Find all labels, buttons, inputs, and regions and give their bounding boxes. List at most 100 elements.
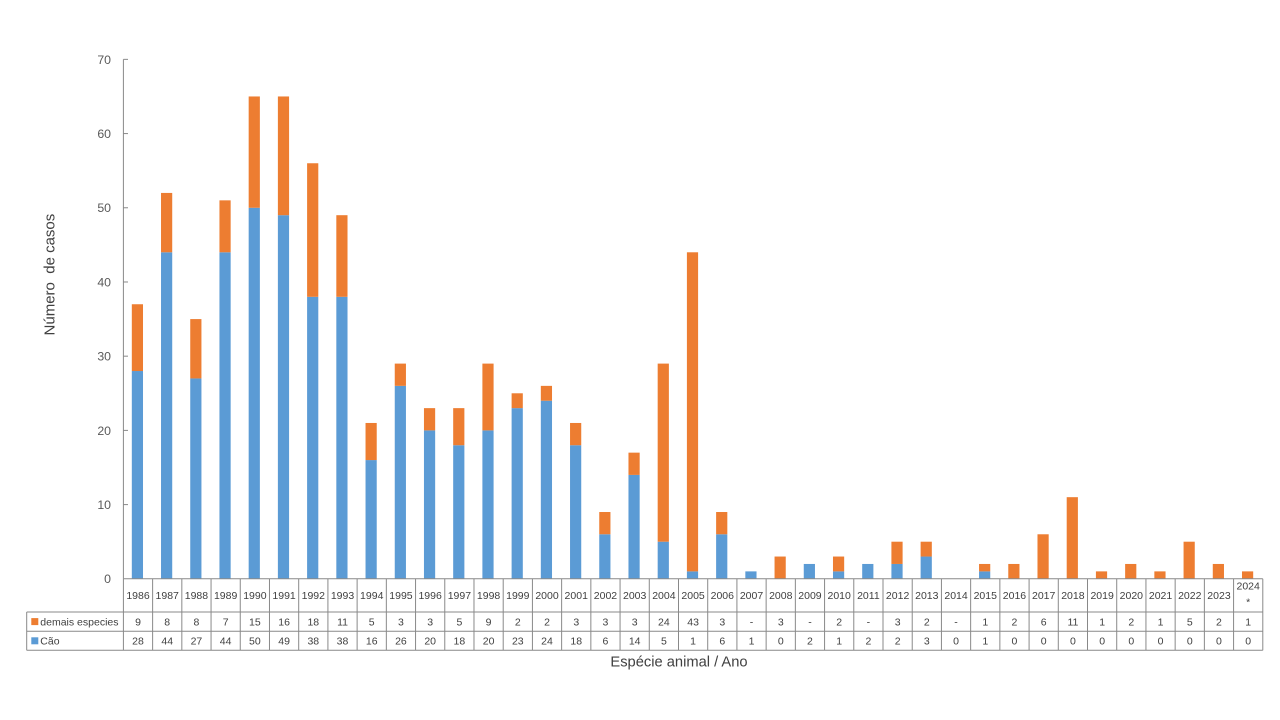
svg-text:0: 0	[778, 635, 784, 647]
svg-text:23: 23	[512, 635, 524, 647]
svg-text:10: 10	[97, 498, 111, 512]
svg-text:8: 8	[194, 616, 200, 628]
svg-text:70: 70	[97, 53, 111, 67]
svg-text:1: 1	[1158, 616, 1164, 628]
svg-text:6: 6	[719, 635, 725, 647]
svg-text:2022: 2022	[1178, 590, 1202, 602]
svg-text:2014: 2014	[944, 590, 968, 602]
svg-text:1999: 1999	[506, 590, 530, 602]
svg-text:*: *	[1246, 597, 1250, 609]
svg-text:2001: 2001	[565, 590, 589, 602]
svg-text:0: 0	[1158, 635, 1164, 647]
svg-text:1998: 1998	[477, 590, 501, 602]
svg-text:2016: 2016	[1003, 590, 1027, 602]
svg-text:2020: 2020	[1120, 590, 1144, 602]
svg-text:1997: 1997	[448, 590, 472, 602]
svg-text:3: 3	[778, 616, 784, 628]
svg-text:2: 2	[544, 616, 550, 628]
svg-text:2: 2	[836, 616, 842, 628]
svg-text:24: 24	[658, 616, 670, 628]
svg-text:3: 3	[632, 616, 638, 628]
svg-text:1986: 1986	[126, 590, 150, 602]
svg-text:2000: 2000	[535, 590, 559, 602]
svg-text:5: 5	[661, 635, 667, 647]
svg-text:2019: 2019	[1090, 590, 1114, 602]
svg-text:2: 2	[1012, 616, 1018, 628]
svg-text:1994: 1994	[360, 590, 384, 602]
svg-text:9: 9	[135, 616, 141, 628]
svg-text:3: 3	[719, 616, 725, 628]
svg-text:2: 2	[1128, 616, 1134, 628]
svg-text:2003: 2003	[623, 590, 647, 602]
svg-text:-: -	[867, 616, 871, 628]
svg-text:3: 3	[398, 616, 404, 628]
svg-text:6: 6	[1041, 616, 1047, 628]
svg-text:3: 3	[924, 635, 930, 647]
svg-text:2: 2	[924, 616, 930, 628]
svg-text:2011: 2011	[857, 590, 880, 602]
svg-text:9: 9	[486, 616, 492, 628]
svg-text:2006: 2006	[711, 590, 735, 602]
svg-text:2021: 2021	[1149, 590, 1173, 602]
svg-text:2010: 2010	[828, 590, 852, 602]
svg-text:0: 0	[1012, 635, 1018, 647]
svg-text:20: 20	[97, 424, 111, 438]
svg-text:8: 8	[164, 616, 170, 628]
svg-text:5: 5	[456, 616, 462, 628]
svg-text:6: 6	[603, 635, 609, 647]
svg-text:Cão: Cão	[40, 635, 59, 647]
svg-text:28: 28	[132, 635, 144, 647]
svg-text:43: 43	[687, 616, 699, 628]
svg-text:0: 0	[1099, 635, 1105, 647]
svg-text:0: 0	[1245, 635, 1251, 647]
svg-text:Espécie animal / Ano: Espécie animal / Ano	[610, 655, 747, 671]
svg-text:2015: 2015	[974, 590, 998, 602]
svg-text:38: 38	[337, 635, 349, 647]
svg-text:18: 18	[570, 635, 582, 647]
svg-text:1: 1	[1099, 616, 1105, 628]
svg-text:20: 20	[483, 635, 495, 647]
svg-text:1993: 1993	[331, 590, 355, 602]
svg-text:0: 0	[1187, 635, 1193, 647]
svg-text:44: 44	[220, 635, 232, 647]
svg-text:26: 26	[395, 635, 407, 647]
svg-text:1990: 1990	[243, 590, 267, 602]
svg-text:2023: 2023	[1207, 590, 1231, 602]
svg-text:38: 38	[307, 635, 319, 647]
svg-text:1988: 1988	[185, 590, 209, 602]
svg-text:3: 3	[603, 616, 609, 628]
svg-text:2007: 2007	[740, 590, 764, 602]
svg-text:1989: 1989	[214, 590, 238, 602]
svg-text:2004: 2004	[652, 590, 676, 602]
svg-text:2009: 2009	[798, 590, 822, 602]
svg-text:2002: 2002	[594, 590, 618, 602]
svg-text:40: 40	[97, 275, 111, 289]
svg-text:2013: 2013	[915, 590, 939, 602]
svg-text:1996: 1996	[418, 590, 442, 602]
svg-text:0: 0	[953, 635, 959, 647]
svg-text:1991: 1991	[272, 590, 296, 602]
svg-text:2: 2	[865, 635, 871, 647]
svg-text:15: 15	[249, 616, 261, 628]
svg-text:30: 30	[97, 350, 111, 364]
svg-text:1: 1	[1245, 616, 1251, 628]
svg-text:0: 0	[1041, 635, 1047, 647]
svg-text:0: 0	[1128, 635, 1134, 647]
svg-text:2: 2	[515, 616, 521, 628]
svg-text:1992: 1992	[302, 590, 326, 602]
svg-text:0: 0	[104, 572, 111, 586]
svg-text:7: 7	[223, 616, 229, 628]
svg-text:Número de casos: Número de casos	[42, 214, 59, 336]
svg-text:2: 2	[1216, 616, 1222, 628]
svg-text:11: 11	[1067, 616, 1078, 628]
svg-text:2017: 2017	[1032, 590, 1056, 602]
svg-text:50: 50	[97, 201, 111, 215]
svg-text:2: 2	[895, 635, 901, 647]
svg-text:11: 11	[337, 616, 348, 628]
svg-text:1995: 1995	[389, 590, 413, 602]
svg-text:14: 14	[629, 635, 641, 647]
svg-text:27: 27	[191, 635, 203, 647]
svg-text:5: 5	[1187, 616, 1193, 628]
svg-text:1: 1	[982, 635, 988, 647]
svg-text:0: 0	[1070, 635, 1076, 647]
